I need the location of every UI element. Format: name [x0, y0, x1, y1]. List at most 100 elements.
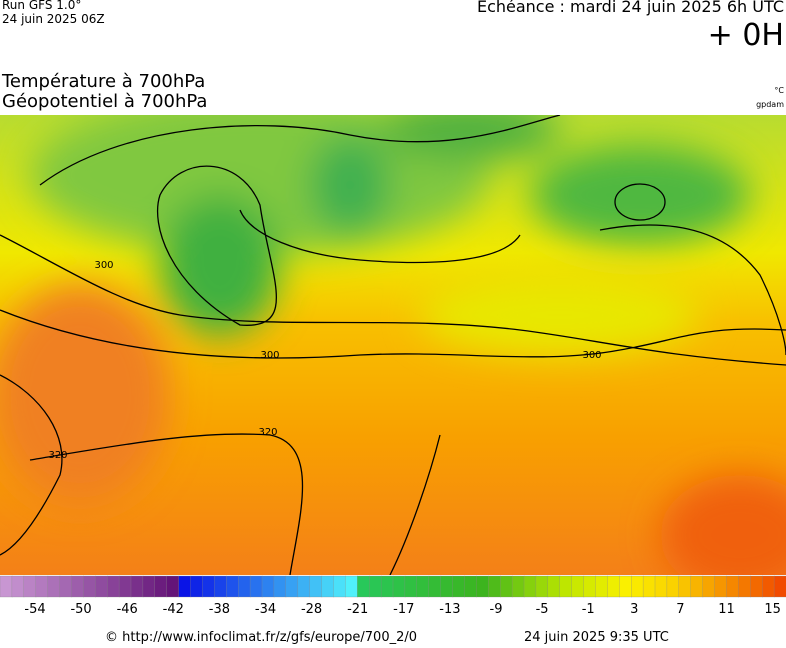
- colorbar-label: 7: [676, 602, 684, 615]
- colorbar-swatch: [226, 575, 239, 598]
- colorbar-swatch: [738, 575, 751, 598]
- colorbar-swatch: [654, 575, 668, 598]
- colorbar-label: -17: [393, 602, 414, 615]
- map: 300 300 300 320 320: [0, 115, 786, 575]
- colorbar-label: 3: [630, 602, 638, 615]
- colorbar: -54 -50 -46 -42 -38 -34 -28 -21 -17 -13 -9 -5 -1 3 7 11…: [0, 575, 786, 615]
- colorbar-swatch: [416, 575, 430, 598]
- colorbar-swatch: [35, 575, 49, 598]
- colorbar-swatch: [202, 575, 216, 598]
- colorbar-swatch: [571, 575, 585, 598]
- colorbar-swatch: [261, 575, 275, 598]
- colorbar-swatch: [750, 575, 763, 598]
- colorbar-swatch: [476, 575, 489, 598]
- colorbar-swatch: [273, 575, 287, 598]
- colorbar-swatch: [249, 575, 263, 598]
- colorbar-swatch: [23, 575, 37, 598]
- colorbar-swatch: [59, 575, 73, 598]
- colorbar-swatch: [345, 575, 358, 598]
- colorbar-swatch: [321, 575, 335, 598]
- title-1: Température à 700hPa: [2, 71, 206, 92]
- colorbar-swatch: [190, 575, 204, 598]
- colorbar-swatch: [83, 575, 96, 598]
- contour-label: 300: [260, 350, 279, 361]
- colorbar-swatch: [392, 575, 406, 598]
- colorbar-label: -54: [24, 602, 45, 615]
- colorbar-swatch: [142, 575, 156, 598]
- colorbar-swatch: [130, 575, 144, 598]
- colorbar-swatch: [773, 575, 786, 598]
- colorbar-swatch: [285, 575, 299, 598]
- colorbar-swatch: [488, 575, 501, 598]
- colorbar-swatch: [583, 575, 597, 598]
- colorbar-swatch: [702, 575, 716, 598]
- colorbar-swatch: [118, 575, 132, 598]
- colorbar-swatch: [726, 575, 740, 598]
- colorbar-label: -13: [439, 602, 460, 615]
- colorbar-label: -21: [347, 602, 368, 615]
- contour-label: 320: [258, 427, 277, 438]
- unit-2: gpdam: [756, 100, 784, 109]
- colorbar-swatch: [452, 575, 466, 598]
- colorbar-swatch: [380, 575, 394, 598]
- colorbar-label: -34: [255, 602, 276, 615]
- forecast: Echéance : mardi 24 juin 2025 6h UTC: [476, 0, 784, 16]
- unit-1: °C: [774, 86, 784, 95]
- colorbar-swatch: [154, 575, 168, 598]
- lead: + 0H: [707, 18, 784, 53]
- colorbar-swatch: [0, 575, 13, 598]
- colorbar-swatch: [107, 575, 120, 598]
- colorbar-swatch: [238, 575, 251, 598]
- contour-label: 320: [48, 450, 67, 461]
- colorbar-label: 15: [764, 602, 781, 615]
- colorbar-swatch: [642, 575, 656, 598]
- colorbar-swatch: [309, 575, 323, 598]
- colorbar-swatch: [404, 575, 418, 598]
- colorbar-swatch: [535, 575, 549, 598]
- colorbar-swatch: [11, 575, 25, 598]
- colorbar-swatch: [464, 575, 478, 598]
- run-date: 24 juin 2025 06Z: [2, 12, 105, 26]
- colorbar-swatch: [440, 575, 454, 598]
- footer-generated: 24 juin 2025 9:35 UTC: [524, 630, 669, 645]
- colorbar-swatch: [619, 575, 632, 598]
- contour-label: 300: [582, 350, 601, 361]
- title-2: Géopotentiel à 700hPa: [2, 91, 208, 112]
- colorbar-swatch: [428, 575, 442, 598]
- colorbar-swatch: [559, 575, 573, 598]
- colorbar-swatch: [178, 575, 192, 598]
- colorbar-swatch: [523, 575, 537, 598]
- colorbar-swatch: [166, 575, 180, 598]
- colorbar-swatch: [357, 575, 370, 598]
- colorbar-swatch: [666, 575, 680, 598]
- colorbar-swatch: [595, 575, 609, 598]
- colorbar-swatch: [369, 575, 382, 598]
- colorbar-swatch: [762, 575, 775, 598]
- colorbar-label: -5: [536, 602, 549, 615]
- colorbar-swatch: [631, 575, 644, 598]
- colorbar-swatch: [214, 575, 227, 598]
- colorbar-label: -46: [117, 602, 138, 615]
- colorbar-swatch: [95, 575, 108, 598]
- colorbar-swatch: [297, 575, 311, 598]
- run: Run GFS 1.0°: [2, 0, 82, 12]
- colorbar-swatch: [607, 575, 620, 598]
- colorbar-label: -42: [163, 602, 184, 615]
- colorbar-label: -9: [490, 602, 503, 615]
- colorbar-label: -50: [70, 602, 91, 615]
- colorbar-label: 11: [718, 602, 735, 615]
- colorbar-swatch: [47, 575, 61, 598]
- colorbar-swatch: [71, 575, 85, 598]
- colorbar-label: -38: [209, 602, 230, 615]
- contour-label: 300: [94, 260, 113, 271]
- colorbar-swatch: [511, 575, 525, 598]
- colorbar-swatch: [678, 575, 692, 598]
- footer-source: © http://www.infoclimat.fr/z/gfs/europe/…: [105, 630, 418, 645]
- colorbar-swatch: [714, 575, 728, 598]
- colorbar-swatch: [547, 575, 561, 598]
- colorbar-label: -28: [301, 602, 322, 615]
- colorbar-swatch: [333, 575, 347, 598]
- colorbar-swatch: [690, 575, 704, 598]
- colorbar-label: -1: [582, 602, 595, 615]
